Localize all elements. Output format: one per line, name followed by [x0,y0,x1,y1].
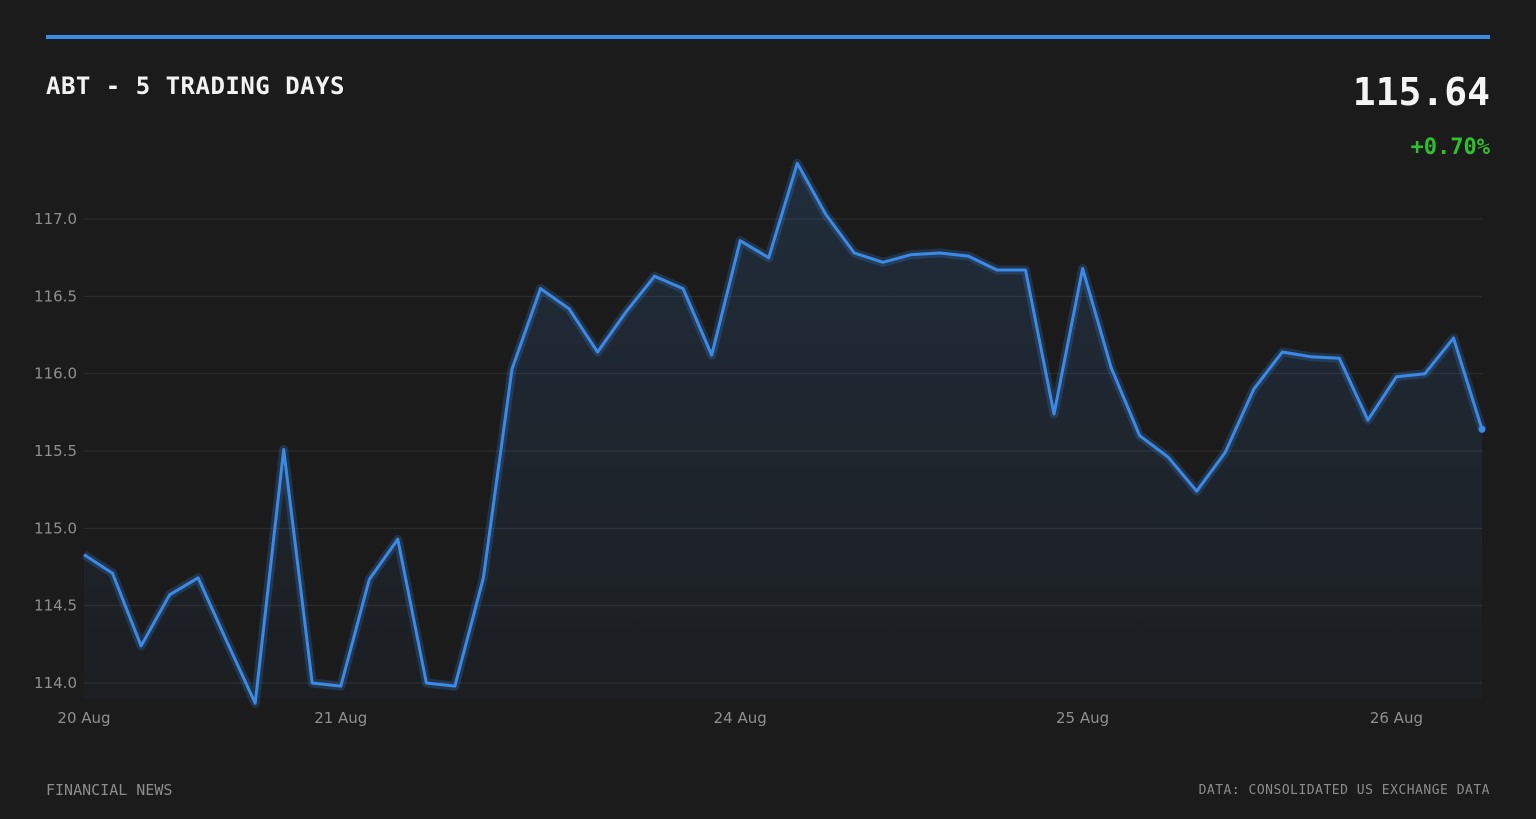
y-tick-label: 114.0 [34,674,77,692]
x-tick-label: 24 Aug [714,709,767,727]
x-tick-label: 25 Aug [1056,709,1109,727]
chart-title: ABT - 5 TRADING DAYS [46,72,345,100]
x-tick-label: 26 Aug [1370,709,1423,727]
last-price-point [1478,425,1486,433]
top-accent-rule [46,35,1490,39]
x-axis: 20 Aug 21 Aug 24 Aug 25 Aug 26 Aug [57,709,1423,727]
y-tick-label: 114.5 [34,597,77,615]
footer-source-left: FINANCIAL NEWS [46,781,173,799]
y-tick-label: 116.0 [34,365,77,383]
y-tick-label: 115.5 [34,442,77,460]
footer-source-right: DATA: CONSOLIDATED US EXCHANGE DATA [1198,783,1490,798]
x-tick-label: 20 Aug [57,709,110,727]
x-tick-label: 21 Aug [314,709,367,727]
price-area [84,163,1482,704]
price-change: +0.70% [1410,135,1490,160]
last-price: 115.64 [1352,70,1490,114]
y-axis: 114.0 114.5 115.0 115.5 116.0 116.5 117.0 [34,210,77,692]
price-line [83,161,1484,705]
y-tick-label: 116.5 [34,287,77,305]
y-tick-label: 115.0 [34,519,77,537]
price-points [83,163,1486,704]
y-tick-label: 117.0 [34,210,77,228]
